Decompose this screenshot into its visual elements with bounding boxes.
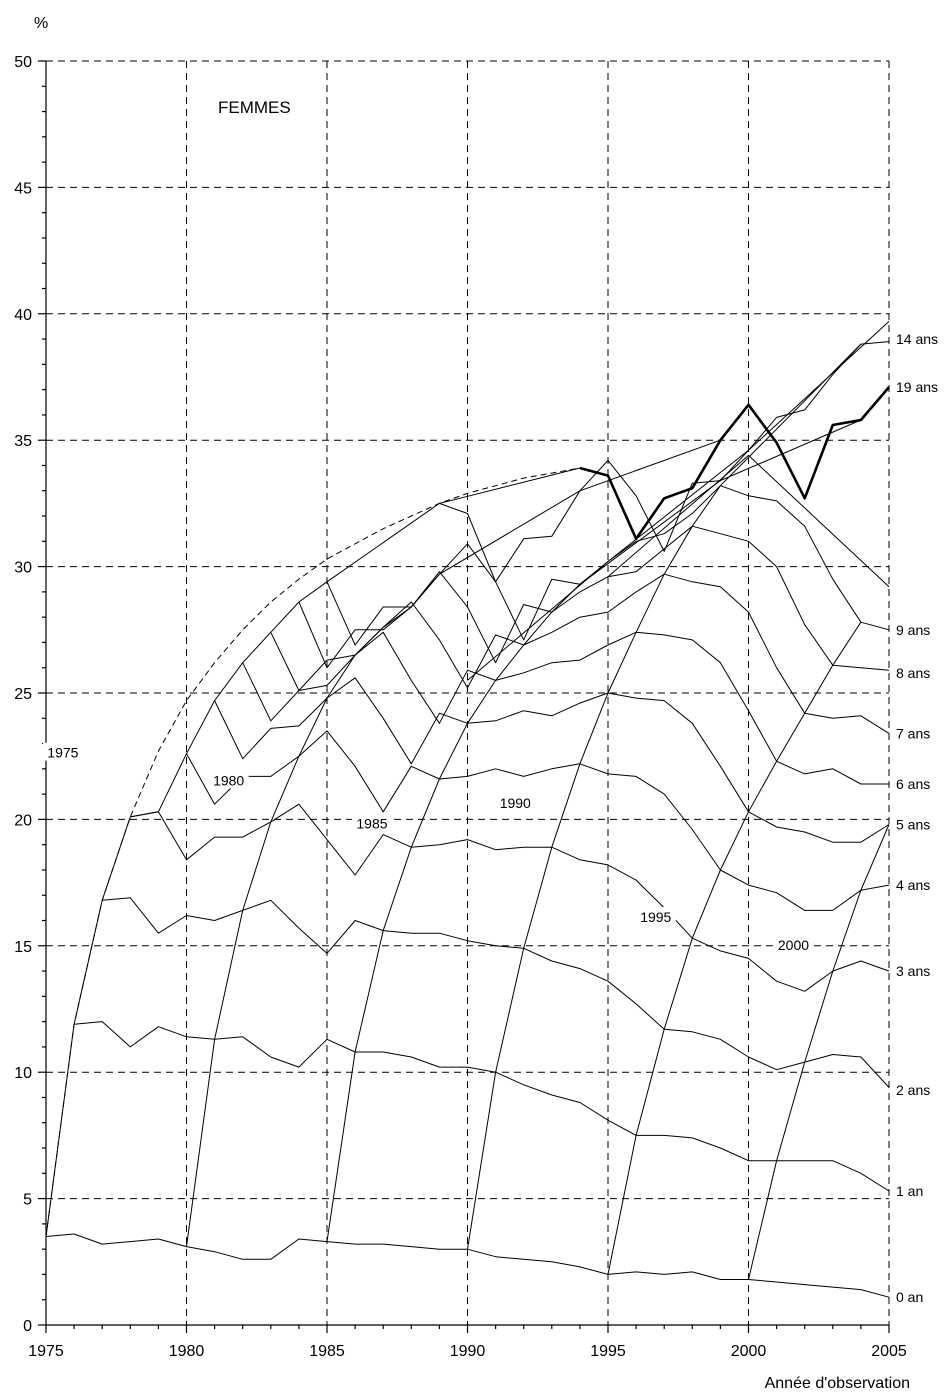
cohort-label: 1990 (500, 795, 531, 811)
x-tick-label: 2000 (731, 1343, 767, 1360)
series-line-0-an (45, 1233, 890, 1298)
series-label: 2 ans (896, 1082, 930, 1098)
x-tick-label: 1975 (28, 1343, 64, 1360)
series-line-6-ans (242, 631, 889, 785)
x-tick-label: 2005 (871, 1343, 907, 1360)
series-label: 8 ans (896, 665, 930, 681)
age-series-lines (45, 341, 890, 1298)
labels: 14 ans 19 ans 9 ans 8 ans 7 ans 6 ans 5 ans 4 a… (42, 331, 938, 1305)
series-label: 1 an (896, 1183, 923, 1199)
series-label: 4 ans (896, 877, 930, 893)
y-tick-label: 20 (14, 812, 32, 829)
grid (46, 60, 890, 1325)
series-label: 0 an (896, 1289, 923, 1305)
series-line-2-ans (102, 897, 890, 1088)
y-tick-label: 35 (14, 433, 32, 450)
series-line-14-ans (439, 341, 890, 583)
series-label: 6 ans (896, 776, 930, 792)
series-label: 19 ans (896, 379, 938, 395)
y-tick-label: 0 (23, 1318, 32, 1335)
series-line-4-ans (186, 730, 890, 911)
series-line-3-ans (130, 803, 890, 992)
y-tick-label: 25 (14, 686, 32, 703)
cohort-line-1975 (45, 467, 581, 1237)
x-tick-label: 1995 (590, 1343, 626, 1360)
y-tick-label: 30 (14, 560, 32, 577)
cohort-label-background (495, 793, 536, 812)
cohort-label-background (773, 934, 814, 953)
series-line-8-ans (298, 525, 890, 671)
series-label: 9 ans (896, 622, 930, 638)
series-label: 3 ans (896, 963, 930, 979)
cohort-label-background (635, 906, 676, 925)
cohort-label: 1975 (47, 745, 78, 761)
x-axis-title: Année d'observation (765, 1375, 910, 1392)
cohort-line-1980 (186, 439, 721, 1247)
axes: 0 5 10 15 20 25 30 35 40 45 50 1975 1980 1985 1990 1995… (14, 54, 907, 1360)
cohort-label: 1995 (640, 909, 671, 925)
cohort-line-1985 (326, 419, 862, 1242)
connector-line-0 (467, 321, 890, 681)
y-tick-label: 15 (14, 939, 32, 956)
y-tick-label: 50 (14, 54, 32, 71)
y-tick-label: 45 (14, 180, 32, 197)
series-line-9-ans (326, 485, 890, 646)
y-tick-label: 40 (14, 307, 32, 324)
series-label: 14 ans (896, 331, 938, 347)
cohort-line-2000 (748, 824, 890, 1280)
y-tick-label: 10 (14, 1065, 32, 1082)
x-tick-label: 1980 (169, 1343, 205, 1360)
panel-title: FEMMES (218, 98, 291, 117)
cohort-envelope (45, 467, 580, 1237)
series-label: 5 ans (896, 816, 930, 832)
cohort-label: 1985 (356, 815, 387, 831)
cohort-label-background (208, 770, 249, 789)
cohort-label-background (351, 813, 392, 832)
series-line-5-ans (214, 677, 890, 843)
x-tick-label: 1985 (309, 1343, 345, 1360)
cohort-label: 2000 (778, 937, 809, 953)
y-tick-label: 5 (23, 1192, 32, 1209)
cohort-label: 1980 (213, 772, 244, 788)
envelope-line (45, 467, 580, 1237)
series-line-7-ans (270, 573, 890, 734)
x-tick-label: 1990 (450, 1343, 486, 1360)
y-unit-label: % (34, 15, 48, 32)
cohort-label-background (42, 742, 83, 761)
cohort-line-1995 (607, 621, 862, 1275)
series-line-1-an (74, 1021, 890, 1192)
series-line-19-ans (579, 386, 890, 541)
series-label: 7 ans (896, 725, 930, 741)
